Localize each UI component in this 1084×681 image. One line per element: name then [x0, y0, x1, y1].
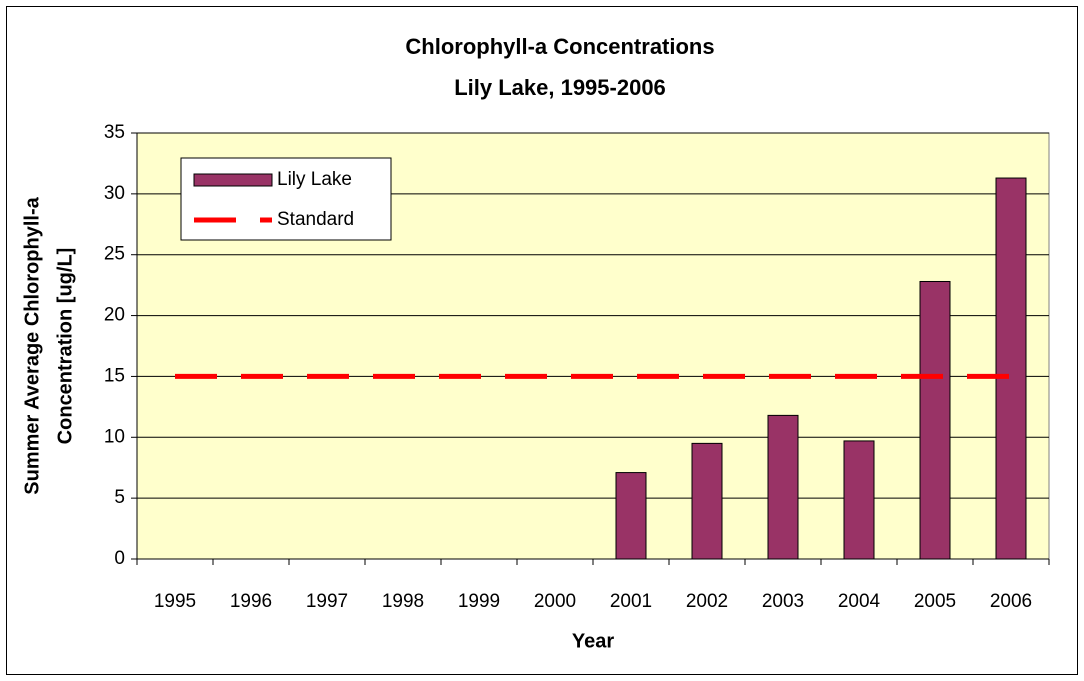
- x-tick-label: 1995: [154, 591, 196, 612]
- legend-swatch: [193, 173, 273, 187]
- legend-box: [180, 157, 392, 241]
- x-tick-label: 1996: [230, 591, 272, 612]
- x-axis-label: Year: [572, 630, 614, 652]
- bar: [767, 414, 799, 560]
- x-tick-label: 2002: [686, 591, 728, 612]
- x-tick-label: 2004: [838, 591, 881, 612]
- legend-label: Lily Lake: [277, 169, 352, 190]
- bar: [919, 280, 951, 560]
- x-tick-label: 2001: [610, 591, 652, 612]
- chart-title: Lily Lake, 1995-2006: [454, 75, 666, 100]
- y-tick-label: 15: [104, 365, 125, 386]
- y-tick-label: 10: [104, 426, 125, 447]
- x-tick-label: 1997: [306, 591, 348, 612]
- y-tick-label: 20: [104, 305, 125, 326]
- bar: [995, 177, 1027, 560]
- y-tick-label: 30: [104, 183, 125, 204]
- bar: [843, 440, 875, 560]
- chart-title: Chlorophyll-a Concentrations: [405, 34, 714, 59]
- x-tick-label: 2000: [534, 591, 576, 612]
- x-tick-label: 2005: [914, 591, 956, 612]
- y-axis-label: Summer Average Chlorophyll-a: [21, 196, 43, 494]
- bar: [691, 442, 723, 560]
- y-axis-label: Concentration [ug/L]: [54, 248, 76, 445]
- y-tick-label: 5: [114, 487, 125, 508]
- y-tick-label: 0: [114, 548, 125, 569]
- x-tick-label: 1998: [382, 591, 424, 612]
- y-tick-label: 35: [104, 122, 125, 143]
- y-tick-label: 25: [104, 244, 125, 265]
- legend-label: Standard: [277, 209, 354, 230]
- x-tick-label: 2006: [990, 591, 1032, 612]
- x-tick-label: 1999: [458, 591, 500, 612]
- x-tick-label: 2003: [762, 591, 804, 612]
- bar: [615, 472, 647, 560]
